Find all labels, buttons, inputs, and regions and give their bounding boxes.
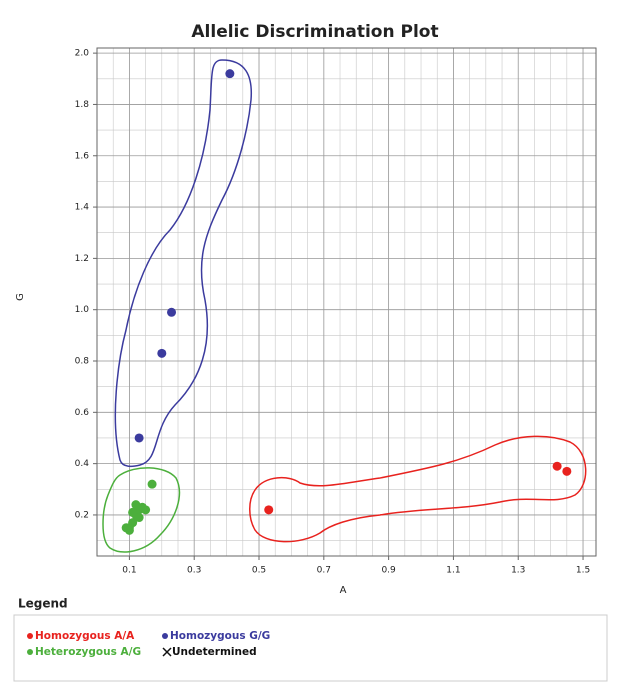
legend-swatch [162,633,168,639]
point [141,505,151,515]
legend-swatch [162,647,172,657]
point [134,513,144,523]
legend-label: Homozygous A/A [35,630,135,642]
plot-frame [96,47,597,557]
legend-swatch [27,649,33,655]
chart-title: Allelic Discrimination Plot [191,22,438,42]
y-tick-label: 1.6 [75,151,90,161]
legend: Homozygous A/A Homozygous G/G Heterozygous… [27,630,270,658]
x-tick-label: 1.5 [576,566,590,576]
point [121,523,131,533]
y-axis-label: G [15,293,26,301]
y-tick-label: 1.2 [75,254,89,264]
legend-label: Undetermined [172,646,257,658]
cluster-outline [114,59,253,468]
point [134,433,144,443]
x-tick-label: 0.1 [122,566,136,576]
legend-label: Homozygous G/G [170,630,270,642]
point [147,479,157,489]
grid [97,48,596,556]
point [225,69,235,79]
y-tick-label: 2.0 [75,49,90,59]
legend-title: Legend [18,597,68,611]
cluster-outline [102,467,181,553]
point [131,500,141,510]
y-tick-label: 1.8 [75,100,90,110]
y-tick-label: 0.2 [75,510,89,520]
point [128,507,138,517]
point [264,505,274,515]
x-axis-label: A [340,585,347,596]
legend-label: Heterozygous A/G [35,646,141,658]
point [128,518,138,528]
x-marker [162,647,172,657]
y-tick-label: 1.0 [75,305,90,315]
x-tick-label: 0.3 [187,566,201,576]
x-tick-label: 0.9 [381,566,396,576]
legend-box [13,614,608,682]
point [167,307,177,317]
legend-swatch [27,633,33,639]
point [552,461,562,471]
x-tick-label: 0.5 [252,566,266,576]
y-tick-label: 0.6 [75,408,90,418]
y-tick-label: 0.4 [75,459,90,469]
point [562,466,572,476]
x-tick-label: 0.7 [317,566,331,576]
y-tick-label: 1.4 [75,203,90,213]
y-tick-label: 0.8 [75,357,90,367]
cluster-outline [249,435,587,543]
x-tick-label: 1.1 [446,566,460,576]
x-tick-label: 1.3 [511,566,525,576]
marks [121,69,572,535]
point [157,348,167,358]
